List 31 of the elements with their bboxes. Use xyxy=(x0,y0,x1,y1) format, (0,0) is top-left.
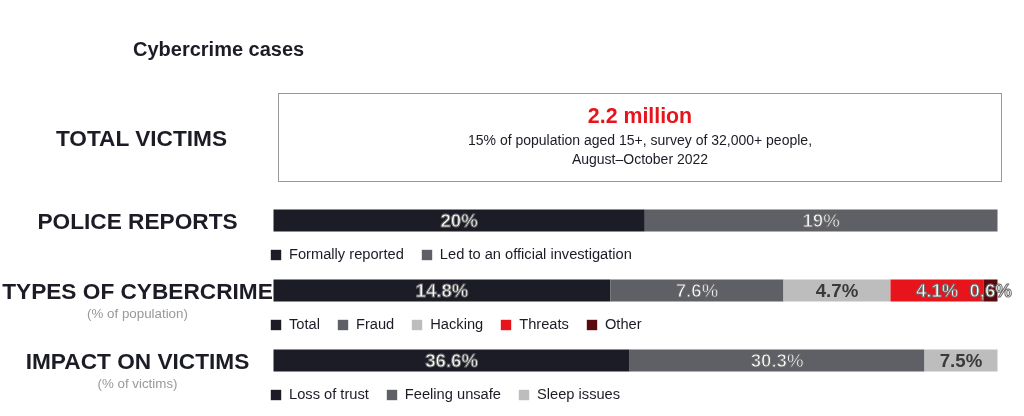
text: 2.2 million xyxy=(586,104,694,129)
annotation: August–October 2022 xyxy=(570,150,710,169)
y-tick-label: POLICE REPORTS xyxy=(37,207,238,234)
legend-label: Formally reported xyxy=(289,246,404,262)
data-label: 7.6% xyxy=(675,280,719,301)
text: 15% of population aged 15+, survey of 32,000+ people, xyxy=(466,131,813,150)
legend-label: Feeling unsafe xyxy=(404,386,501,402)
bar xyxy=(273,279,611,302)
data-label: 20% xyxy=(440,210,479,231)
text: Cybercrime cases xyxy=(133,38,305,61)
y-tick-label: IMPACT ON VICTIMS xyxy=(25,347,250,374)
data-label: 19% xyxy=(802,210,841,231)
data-label: 4.1% xyxy=(915,280,959,301)
y-tick-label: TYPES OF CYBERCRIME xyxy=(2,277,273,304)
data-label: 30.3% xyxy=(750,350,804,371)
legend-label: Loss of trust xyxy=(289,386,369,402)
data-label: 36.6% xyxy=(425,350,479,371)
legend-label: Total xyxy=(289,316,320,332)
legend-label: Other xyxy=(604,316,642,332)
legend-label: Threats xyxy=(519,316,569,332)
text: (% of victims) xyxy=(97,376,178,391)
legend-label: Fraud xyxy=(355,316,395,332)
legend-label: Hacking xyxy=(430,316,484,332)
data-label: 14.8% xyxy=(415,280,469,301)
data-label: 0,6% xyxy=(969,280,1013,301)
data-label: 7.5% xyxy=(939,350,983,371)
data-label: 4.7% xyxy=(815,280,859,301)
legend-label: Sleep issues xyxy=(537,386,621,402)
legend-label: Led to an official investigation xyxy=(439,246,632,262)
text: TOTAL VICTIMS xyxy=(54,125,229,152)
text: (% of population) xyxy=(87,306,188,321)
